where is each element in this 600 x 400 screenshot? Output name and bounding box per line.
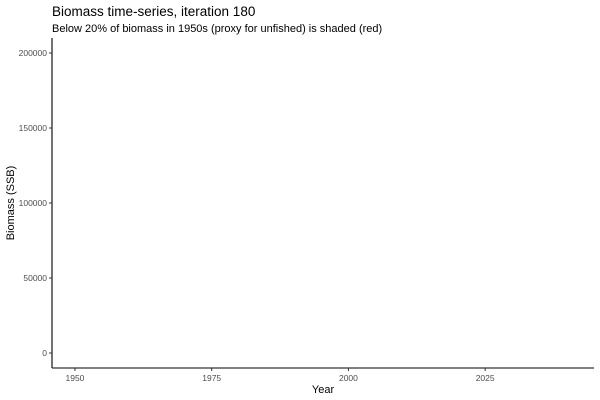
y-tick-label: 100000	[19, 198, 48, 208]
chart-title: Biomass time-series, iteration 180	[52, 4, 255, 19]
y-tick-label: 200000	[19, 48, 48, 58]
x-tick-label: 1950	[66, 373, 85, 383]
y-tick-label: 0	[42, 348, 47, 358]
x-axis-ticks: 1950 1975 2000 2025	[66, 368, 495, 383]
y-tick-label: 50000	[23, 273, 47, 283]
y-axis-ticks: 0 50000 100000 150000 200000	[19, 48, 52, 358]
y-axis-label: Biomass (SSB)	[5, 166, 17, 241]
x-tick-label: 2025	[476, 373, 495, 383]
x-tick-label: 2000	[339, 373, 358, 383]
x-axis-label: Year	[312, 384, 335, 396]
x-tick-label: 1975	[202, 373, 221, 383]
chart-subtitle: Below 20% of biomass in 1950s (proxy for…	[52, 23, 382, 35]
y-tick-label: 150000	[19, 123, 48, 133]
